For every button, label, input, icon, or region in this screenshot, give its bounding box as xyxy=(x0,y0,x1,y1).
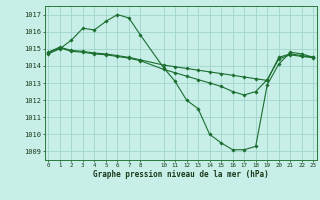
X-axis label: Graphe pression niveau de la mer (hPa): Graphe pression niveau de la mer (hPa) xyxy=(93,170,269,179)
